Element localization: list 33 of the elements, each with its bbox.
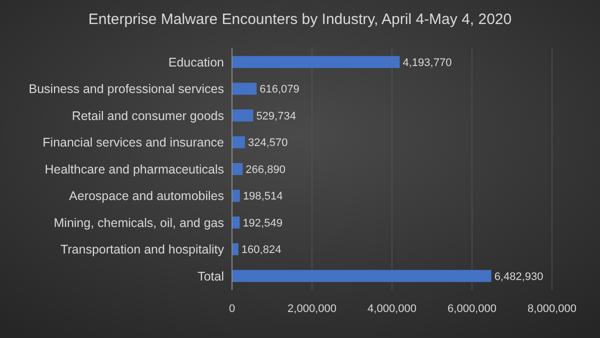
chart-title: Enterprise Malware Encounters by Industry, April 4-May 4, 2020 xyxy=(88,11,512,28)
data-label: 324,570 xyxy=(248,137,288,150)
data-label: 160,824 xyxy=(241,244,282,256)
y-tick-label: Transportation and hospitality xyxy=(60,242,225,257)
bar xyxy=(232,190,240,202)
bar xyxy=(232,243,238,256)
data-label: 6,482,930 xyxy=(494,270,544,283)
bar xyxy=(232,82,257,95)
y-tick-label: Mining, chemicals, oil, and gas xyxy=(54,216,224,230)
x-tick-label: 4,000,000 xyxy=(368,303,416,315)
y-tick-label: Business and professional services xyxy=(28,82,224,96)
bar xyxy=(232,56,400,68)
data-label: 198,514 xyxy=(242,190,283,203)
y-tick-label: Total xyxy=(198,269,224,284)
bar xyxy=(232,216,240,228)
y-tick-label: Retail and consumer goods xyxy=(72,108,224,123)
bar xyxy=(232,162,243,176)
x-tick-label: 2,000,000 xyxy=(288,303,336,315)
y-tick-label: Healthcare and pharmaceuticals xyxy=(44,162,224,176)
y-tick-label: Aerospace and automobiles xyxy=(69,189,224,204)
x-tick-label: 6,000,000 xyxy=(448,303,496,315)
data-label: 616,079 xyxy=(260,84,300,96)
data-label: 192,549 xyxy=(242,217,282,230)
data-label: 266,890 xyxy=(246,164,286,176)
bar xyxy=(232,110,254,122)
x-tick-label: 8,000,000 xyxy=(528,303,576,315)
bar xyxy=(232,270,492,282)
data-label: 529,734 xyxy=(256,110,296,122)
bar xyxy=(232,136,245,148)
x-tick-label: 0 xyxy=(228,303,236,315)
data-label: 4,193,770 xyxy=(402,56,452,69)
y-tick-label: Education xyxy=(168,55,224,70)
y-tick-label: Financial services and insurance xyxy=(42,136,224,150)
